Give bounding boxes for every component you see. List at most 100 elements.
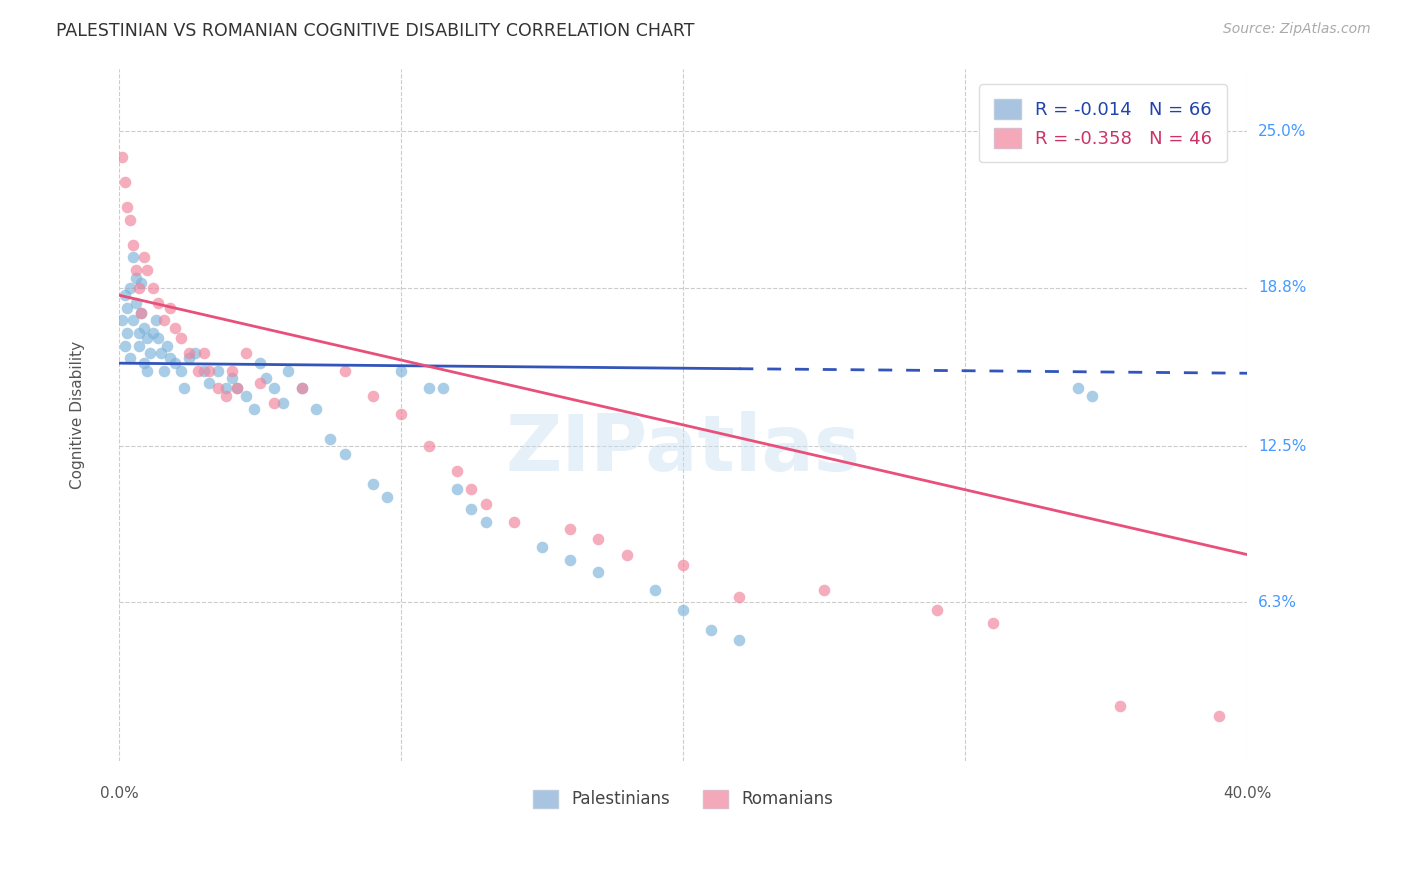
Point: [125, 263, 148, 277]
Point: [361, 389, 384, 403]
Legend: Palestinians, Romanians: Palestinians, Romanians: [526, 783, 839, 815]
Point: [153, 364, 176, 378]
Point: [179, 346, 201, 360]
Point: [170, 331, 193, 345]
Point: [361, 477, 384, 491]
Point: [460, 502, 482, 516]
Point: [165, 356, 187, 370]
Point: [111, 150, 134, 164]
Point: [672, 558, 695, 572]
Point: [531, 540, 554, 554]
Point: [122, 237, 145, 252]
Point: [375, 490, 398, 504]
Point: [207, 381, 229, 395]
Point: [1208, 708, 1230, 723]
Point: [474, 515, 496, 529]
Point: [243, 401, 266, 416]
Text: 25.0%: 25.0%: [1258, 124, 1306, 139]
Point: [170, 364, 193, 378]
Point: [813, 582, 835, 597]
Text: Source: ZipAtlas.com: Source: ZipAtlas.com: [1223, 22, 1371, 37]
Point: [153, 313, 176, 327]
Point: [120, 280, 142, 294]
Point: [333, 447, 356, 461]
Point: [120, 212, 142, 227]
Point: [207, 364, 229, 378]
Point: [1081, 389, 1104, 403]
Point: [125, 270, 148, 285]
Point: [616, 548, 638, 562]
Text: PALESTINIAN VS ROMANIAN COGNITIVE DISABILITY CORRELATION CHART: PALESTINIAN VS ROMANIAN COGNITIVE DISABI…: [56, 22, 695, 40]
Text: Cognitive Disability: Cognitive Disability: [70, 341, 86, 489]
Point: [215, 389, 238, 403]
Point: [226, 381, 249, 395]
Point: [418, 381, 440, 395]
Point: [728, 591, 751, 605]
Point: [198, 364, 221, 378]
Point: [131, 276, 153, 290]
Point: [136, 263, 159, 277]
Point: [460, 482, 482, 496]
Point: [389, 407, 412, 421]
Point: [432, 381, 454, 395]
Point: [700, 623, 723, 637]
Point: [644, 582, 666, 597]
Point: [728, 633, 751, 648]
Point: [263, 396, 285, 410]
Point: [136, 364, 159, 378]
Point: [139, 346, 162, 360]
Point: [446, 465, 468, 479]
Point: [249, 376, 271, 391]
Point: [150, 346, 173, 360]
Point: [122, 313, 145, 327]
Point: [333, 364, 356, 378]
Point: [235, 389, 257, 403]
Point: [136, 331, 159, 345]
Point: [128, 326, 150, 340]
Point: [131, 306, 153, 320]
Point: [560, 522, 582, 536]
Point: [114, 338, 136, 352]
Point: [389, 364, 412, 378]
Point: [221, 371, 243, 385]
Point: [249, 356, 271, 370]
Point: [215, 381, 238, 395]
Point: [173, 381, 195, 395]
Point: [120, 351, 142, 365]
Point: [198, 376, 221, 391]
Point: [165, 321, 187, 335]
Point: [148, 331, 170, 345]
Point: [148, 295, 170, 310]
Point: [502, 515, 524, 529]
Point: [117, 326, 139, 340]
Point: [134, 321, 156, 335]
Point: [226, 381, 249, 395]
Point: [291, 381, 314, 395]
Point: [114, 175, 136, 189]
Point: [117, 200, 139, 214]
Point: [235, 346, 257, 360]
Point: [291, 381, 314, 395]
Point: [159, 351, 181, 365]
Point: [142, 280, 165, 294]
Point: [588, 565, 610, 579]
Point: [418, 439, 440, 453]
Point: [193, 364, 215, 378]
Point: [277, 364, 299, 378]
Text: 12.5%: 12.5%: [1258, 439, 1306, 454]
Point: [588, 533, 610, 547]
Point: [193, 346, 215, 360]
Point: [125, 295, 148, 310]
Text: ZIPatlas: ZIPatlas: [506, 411, 860, 487]
Point: [981, 615, 1004, 630]
Point: [925, 603, 948, 617]
Text: 18.8%: 18.8%: [1258, 280, 1306, 295]
Point: [131, 306, 153, 320]
Point: [122, 251, 145, 265]
Point: [179, 351, 201, 365]
Point: [114, 288, 136, 302]
Text: 6.3%: 6.3%: [1258, 595, 1298, 610]
Point: [1067, 381, 1090, 395]
Point: [184, 346, 207, 360]
Point: [111, 313, 134, 327]
